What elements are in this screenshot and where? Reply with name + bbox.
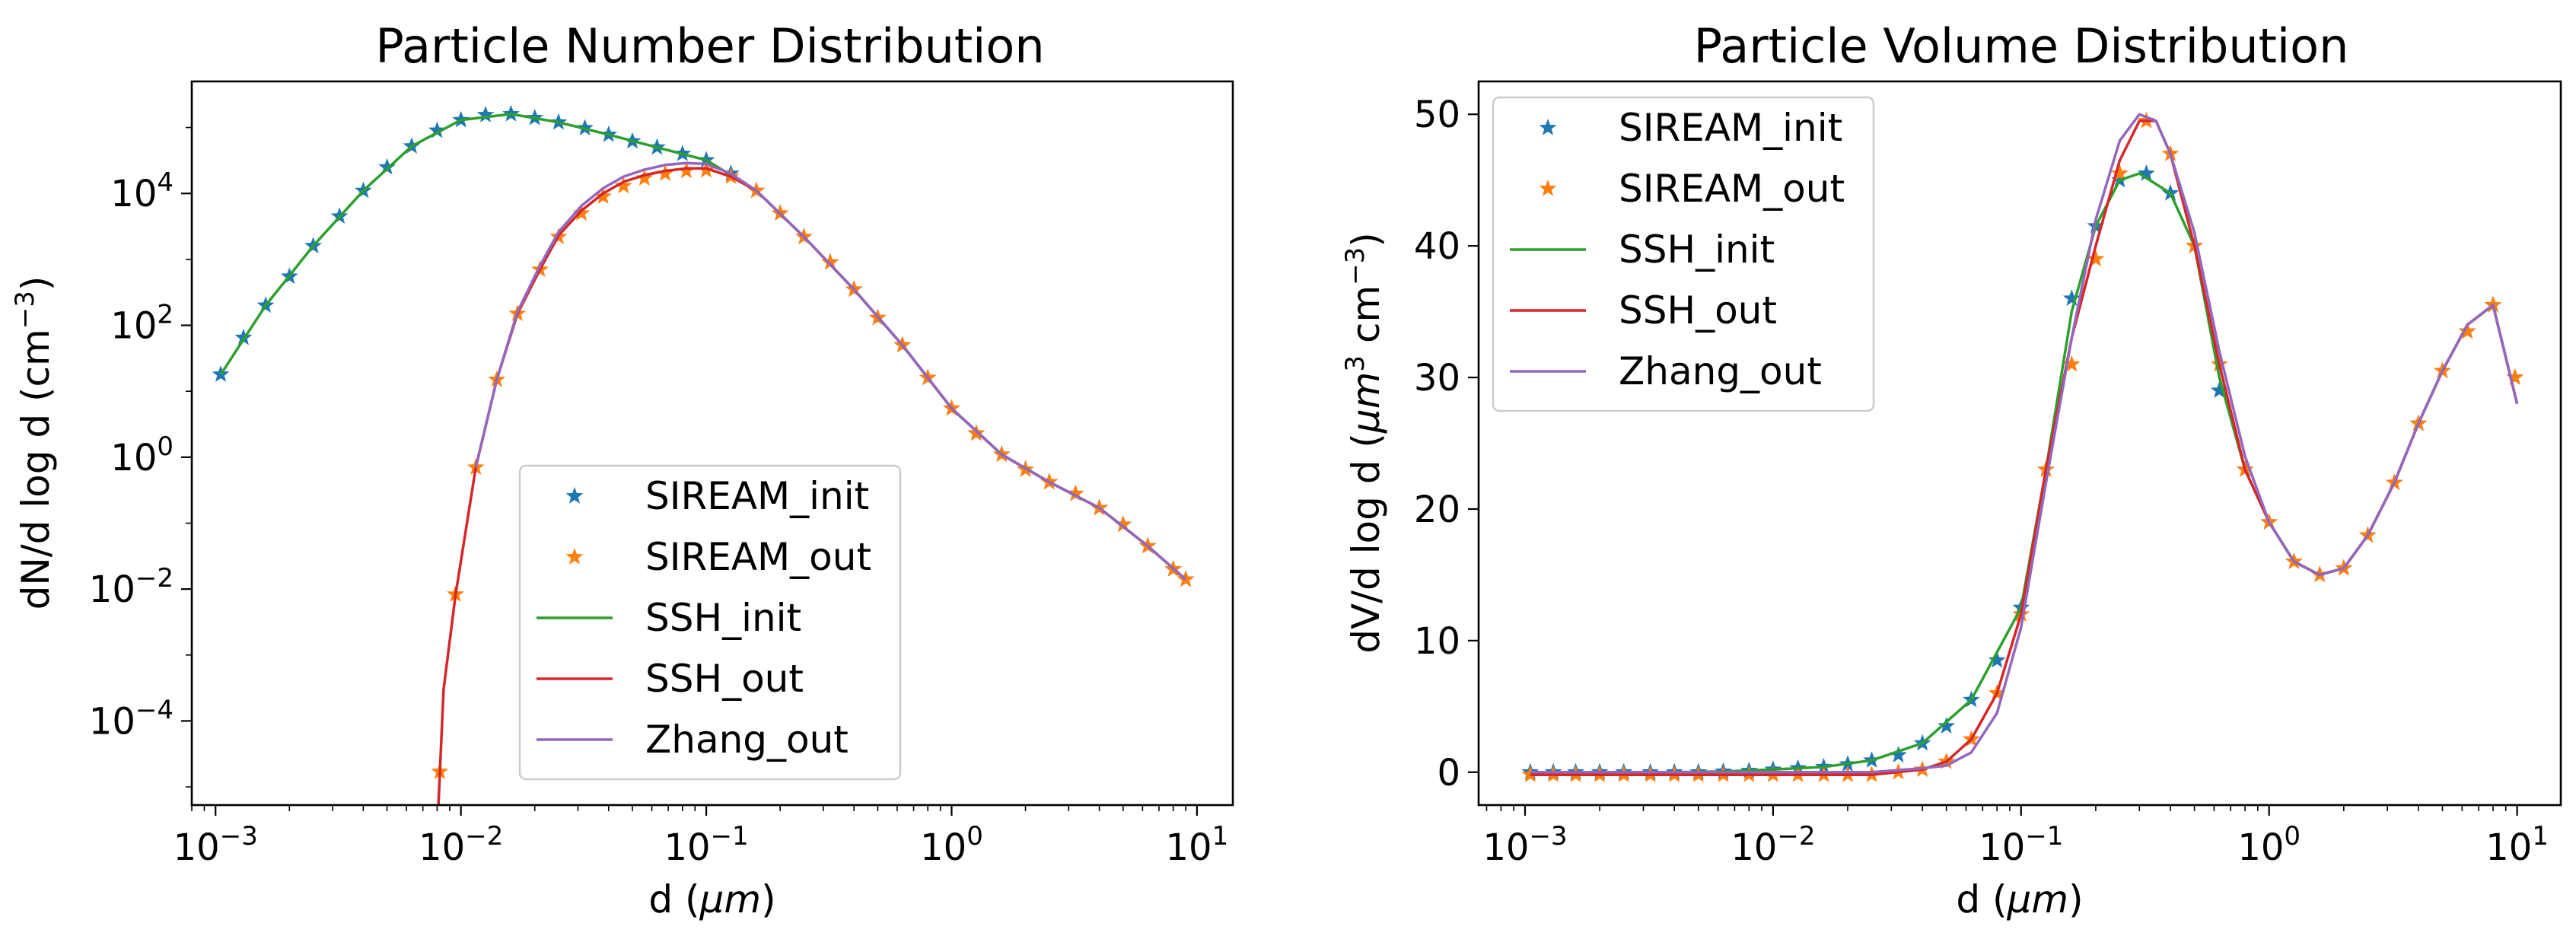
x-tick-label: 100 xyxy=(920,821,983,869)
x-tick-label: 101 xyxy=(1166,821,1229,869)
legend-label: Zhang_out xyxy=(1619,349,1822,393)
legend-item-SSH_init: SSH_init xyxy=(1510,228,1775,272)
data-point xyxy=(2138,164,2155,181)
y-axis: 0 10 20 30 40 50 xyxy=(1414,94,1479,794)
legend-item-SSH_init: SSH_init xyxy=(537,596,801,640)
y-axis: 10−4 10−2 100 102 104 xyxy=(89,126,192,788)
legend-marker xyxy=(565,548,584,565)
data-point xyxy=(1114,515,1132,533)
legend-item-SIREAM_out: SIREAM_out xyxy=(1539,167,1845,211)
legend-item-SIREAM_init: SIREAM_init xyxy=(565,474,869,518)
data-point xyxy=(821,253,839,270)
y-tick-label: 10−4 xyxy=(89,695,174,743)
legend-label: SSH_init xyxy=(645,596,801,640)
x-tick-label: 10−3 xyxy=(1482,821,1567,869)
x-tick-label: 10−2 xyxy=(1731,821,1815,869)
y-tick-label: 20 xyxy=(1414,489,1460,531)
legend-label: Zhang_out xyxy=(645,718,849,762)
legend-label: SSH_out xyxy=(645,657,804,701)
x-tick-label: 10−1 xyxy=(664,821,748,869)
legend-item-Zhang_out: Zhang_out xyxy=(1510,349,1822,393)
legend-label: SIREAM_init xyxy=(645,474,869,518)
legend-item-Zhang_out: Zhang_out xyxy=(537,718,849,762)
volume-distribution-chart: Particle Volume Distribution 10−3 10−2 10−… xyxy=(1340,18,2562,921)
plot-area xyxy=(212,104,1195,805)
y-tick-label: 0 xyxy=(1437,752,1460,794)
y-tick-label: 40 xyxy=(1414,225,1460,268)
chart-title: Particle Number Distribution xyxy=(375,18,1044,74)
data-point xyxy=(2087,250,2105,267)
axes-frame xyxy=(1477,80,2562,807)
data-point xyxy=(2210,381,2228,398)
legend-label: SIREAM_init xyxy=(1619,106,1842,150)
legend-item-SSH_out: SSH_out xyxy=(1510,288,1777,333)
y-tick-label: 50 xyxy=(1414,94,1460,136)
legend-item-SIREAM_init: SIREAM_init xyxy=(1539,106,1842,150)
axes-frame xyxy=(190,80,1234,807)
y-tick-label: 10 xyxy=(1414,620,1460,663)
data-point xyxy=(594,187,612,204)
x-axis-label: d (μm) xyxy=(1956,877,2083,921)
data-point xyxy=(2458,322,2476,339)
data-point xyxy=(1988,651,2006,668)
data-point xyxy=(378,158,396,175)
legend-item-SIREAM_out: SIREAM_out xyxy=(565,535,871,579)
legend-item-SSH_out: SSH_out xyxy=(537,657,804,701)
legend-marker xyxy=(1539,180,1557,196)
legend-marker xyxy=(1539,119,1557,135)
x-axis: 10−3 10−2 10−1 100 101 xyxy=(174,805,1229,869)
y-tick-label: 104 xyxy=(110,167,174,215)
legend-frame xyxy=(518,464,902,781)
y-tick-label: 30 xyxy=(1414,357,1460,399)
y-tick-label: 100 xyxy=(110,431,174,479)
data-point xyxy=(2111,164,2129,181)
data-point xyxy=(2062,289,2081,306)
y-axis-label: dV/d log d (μm3 cm−3) xyxy=(1340,232,1388,654)
series-line-Zhang_out xyxy=(1530,113,2519,774)
data-point xyxy=(234,328,253,345)
x-tick-label: 100 xyxy=(2237,821,2301,869)
data-point xyxy=(677,161,696,179)
data-point xyxy=(614,177,632,194)
data-point xyxy=(2062,355,2081,372)
legend-frame xyxy=(1492,96,1875,412)
legend-label: SIREAM_out xyxy=(1619,167,1845,211)
legend: SIREAM_init SIREAM_out SSH_init SSH_out Zhan… xyxy=(518,464,902,781)
data-point xyxy=(1890,746,1907,762)
legend-marker xyxy=(565,487,584,504)
chart-title: Particle Volume Distribution xyxy=(1694,18,2349,74)
data-point xyxy=(2506,368,2524,385)
legend: SIREAM_init SIREAM_out SSH_init SSH_out Zhan… xyxy=(1492,96,1875,412)
legend-label: SIREAM_out xyxy=(645,535,871,579)
number-distribution-chart: Particle Number Distribution 10−3 10−2 10−… xyxy=(10,18,1234,921)
y-tick-label: 10−2 xyxy=(89,563,174,611)
data-point xyxy=(1938,717,1956,734)
y-tick-label: 102 xyxy=(110,300,174,348)
legend-label: SSH_out xyxy=(1619,288,1777,333)
series-line-Zhang_out xyxy=(474,161,1187,581)
data-point xyxy=(576,119,594,135)
x-axis: 10−3 10−2 10−1 100 101 xyxy=(1482,805,2549,869)
data-point xyxy=(635,169,654,186)
x-tick-label: 10−1 xyxy=(1979,821,2063,869)
legend-label: SSH_init xyxy=(1619,228,1775,272)
y-axis-label: dN/d log d (cm−3) xyxy=(10,276,58,610)
x-tick-label: 101 xyxy=(2485,821,2549,869)
data-point xyxy=(476,106,495,123)
data-point xyxy=(428,121,446,138)
x-axis-label: d (μm) xyxy=(648,877,775,921)
data-point xyxy=(1066,484,1084,501)
x-tick-label: 10−2 xyxy=(419,821,503,869)
x-tick-label: 10−3 xyxy=(174,821,258,869)
plot-area xyxy=(1521,111,2524,782)
data-point xyxy=(656,164,674,181)
